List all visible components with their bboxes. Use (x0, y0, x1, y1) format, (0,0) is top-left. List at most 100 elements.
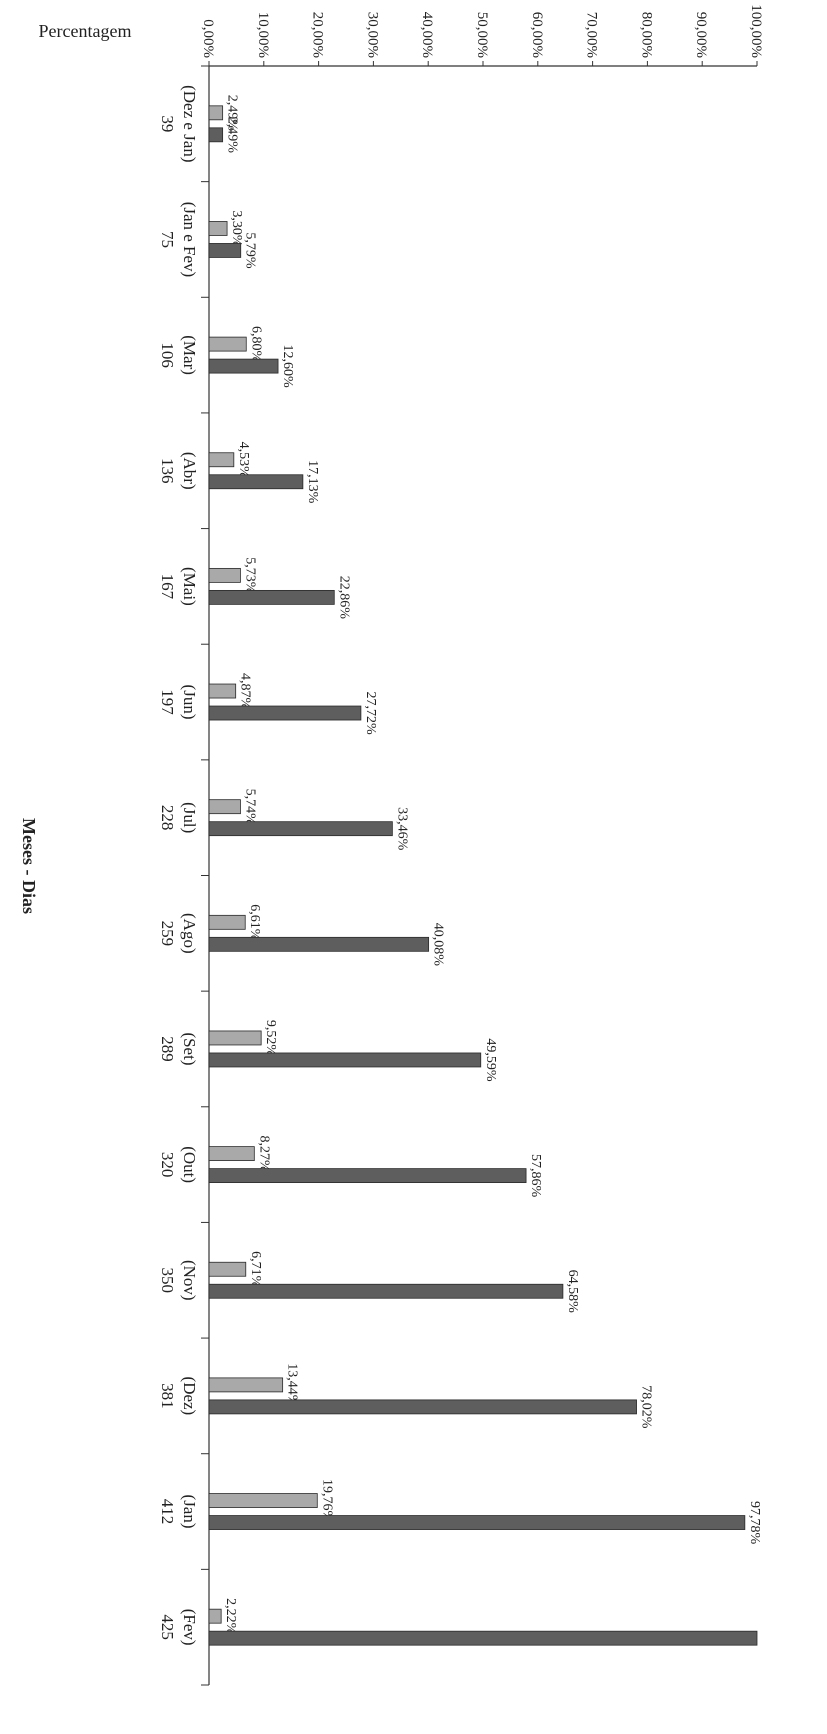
bar (208, 1146, 255, 1162)
data-label: 8,27% (256, 1136, 271, 1173)
x-tick-label-month: (Mai) (180, 567, 199, 606)
bar (208, 1283, 564, 1299)
data-label: 13,44% (285, 1363, 300, 1407)
x-tick-label-days: 106 (158, 342, 177, 368)
x-axis-title: Meses - Dias (19, 818, 39, 914)
x-tick-label-month: (Ago) (180, 913, 199, 954)
x-tick-label-month: (Fev) (180, 1609, 199, 1646)
data-label: 12,60% (280, 345, 295, 389)
x-tick-label-days: 425 (158, 1614, 177, 1640)
chart-rotated-frame: 0,00% 10,00% 20,00% 30,00% 40,00% 50,00% 60,00… (19, 4, 764, 1686)
x-tick-label-month: (Out) (180, 1146, 199, 1183)
bar (208, 589, 335, 605)
data-label: 22,86% (336, 576, 351, 620)
data-label: 27,72% (363, 691, 378, 735)
data-label: 19,76% (319, 1479, 334, 1523)
plot-area: 0,00% 10,00% 20,00% 30,00% 40,00% 50,00% 60,00… (158, 4, 764, 1686)
data-label: 49,59% (483, 1038, 498, 1082)
y-tick-label: 50,00% (474, 12, 490, 58)
bar (208, 1168, 527, 1184)
y-tick-label: 20,00% (310, 12, 326, 58)
x-tick-label-days: 197 (158, 689, 177, 715)
x-tick-label-days: 320 (158, 1152, 177, 1178)
y-tick-label: 90,00% (693, 12, 709, 58)
data-label: 78,02% (639, 1385, 654, 1429)
bar (208, 799, 241, 815)
bar (208, 1515, 746, 1530)
data-label: 97,78% (747, 1501, 762, 1545)
bar (208, 567, 241, 583)
x-tick-label-month: (Nov) (180, 1260, 199, 1301)
x-tick-label-days: 350 (158, 1268, 177, 1294)
y-tick-label: 0,00% (200, 19, 216, 58)
x-tick-label-days: 228 (158, 805, 177, 831)
data-label: 3,30% (229, 210, 244, 247)
bar (208, 683, 237, 699)
y-tick-label: 10,00% (255, 12, 271, 58)
bar (208, 474, 304, 490)
data-label: 5,79% (243, 232, 258, 269)
x-tick-label-month: (Abr) (180, 452, 199, 490)
bar (208, 336, 247, 352)
y-tick-label: 60,00% (529, 12, 545, 58)
x-tick-label-days: 136 (158, 458, 177, 484)
x-tick-label-month: (Jan) (180, 1495, 199, 1529)
y-tick-label: 40,00% (419, 12, 435, 58)
x-tick-label-month: (Dez) (180, 1377, 199, 1416)
bar (208, 821, 393, 837)
bar (208, 1493, 318, 1508)
x-tick-label-month: (Dez e Jan) (180, 85, 199, 162)
bar (208, 452, 235, 468)
bar (208, 1052, 482, 1068)
bar (208, 936, 430, 952)
y-axis-title: Percentagem (39, 21, 132, 41)
x-tick-label-days: 167 (158, 574, 177, 600)
bar (208, 1377, 284, 1393)
x-tick-label-month: (Jan e Fev) (180, 202, 199, 278)
x-tick-label-month: (Mar) (180, 335, 199, 375)
bar (208, 705, 362, 721)
data-label: 17,13% (305, 460, 320, 504)
data-label: 2,49% (225, 117, 240, 154)
bar (208, 1399, 637, 1415)
y-tick-label: 100,00% (748, 4, 764, 58)
bar (208, 105, 224, 121)
data-label: 6,61% (247, 904, 262, 941)
x-tick-label-month: (Jul) (180, 802, 199, 833)
data-label: 33,46% (394, 807, 409, 851)
bar (208, 221, 228, 236)
data-label: 6,71% (248, 1251, 263, 1288)
bar (208, 1608, 222, 1624)
data-label: 6,80% (248, 326, 263, 363)
y-tick-label: 30,00% (364, 12, 380, 58)
data-label: 4,87% (238, 673, 253, 710)
bar (208, 914, 246, 930)
data-label: 9,52% (263, 1020, 278, 1057)
x-tick-label-days: 412 (158, 1499, 177, 1525)
data-label: 2,49% (225, 95, 240, 132)
data-label: 57,86% (528, 1154, 543, 1198)
data-label: 5,73% (242, 557, 257, 594)
data-label: 5,74% (242, 789, 257, 826)
x-tick-label-month: (Jun) (180, 685, 199, 720)
x-tick-label-days: 75 (158, 231, 177, 248)
bar (208, 243, 242, 258)
bar (208, 1261, 247, 1277)
data-label: 4,53% (236, 442, 251, 479)
bar (208, 127, 224, 143)
data-label: 64,58% (565, 1270, 580, 1314)
bar (208, 1030, 262, 1046)
y-tick-label: 70,00% (584, 12, 600, 58)
x-tick-label-days: 289 (158, 1036, 177, 1062)
x-tick-label-days: 39 (158, 115, 177, 132)
x-tick-label-days: 381 (158, 1383, 177, 1409)
x-tick-label-days: 259 (158, 921, 177, 947)
x-tick-label-month: (Set) (180, 1032, 199, 1065)
data-label: 2,22% (223, 1598, 238, 1635)
bar (208, 1630, 758, 1646)
data-label: 40,08% (431, 923, 446, 967)
bar (208, 358, 279, 374)
y-tick-label: 80,00% (638, 12, 654, 58)
